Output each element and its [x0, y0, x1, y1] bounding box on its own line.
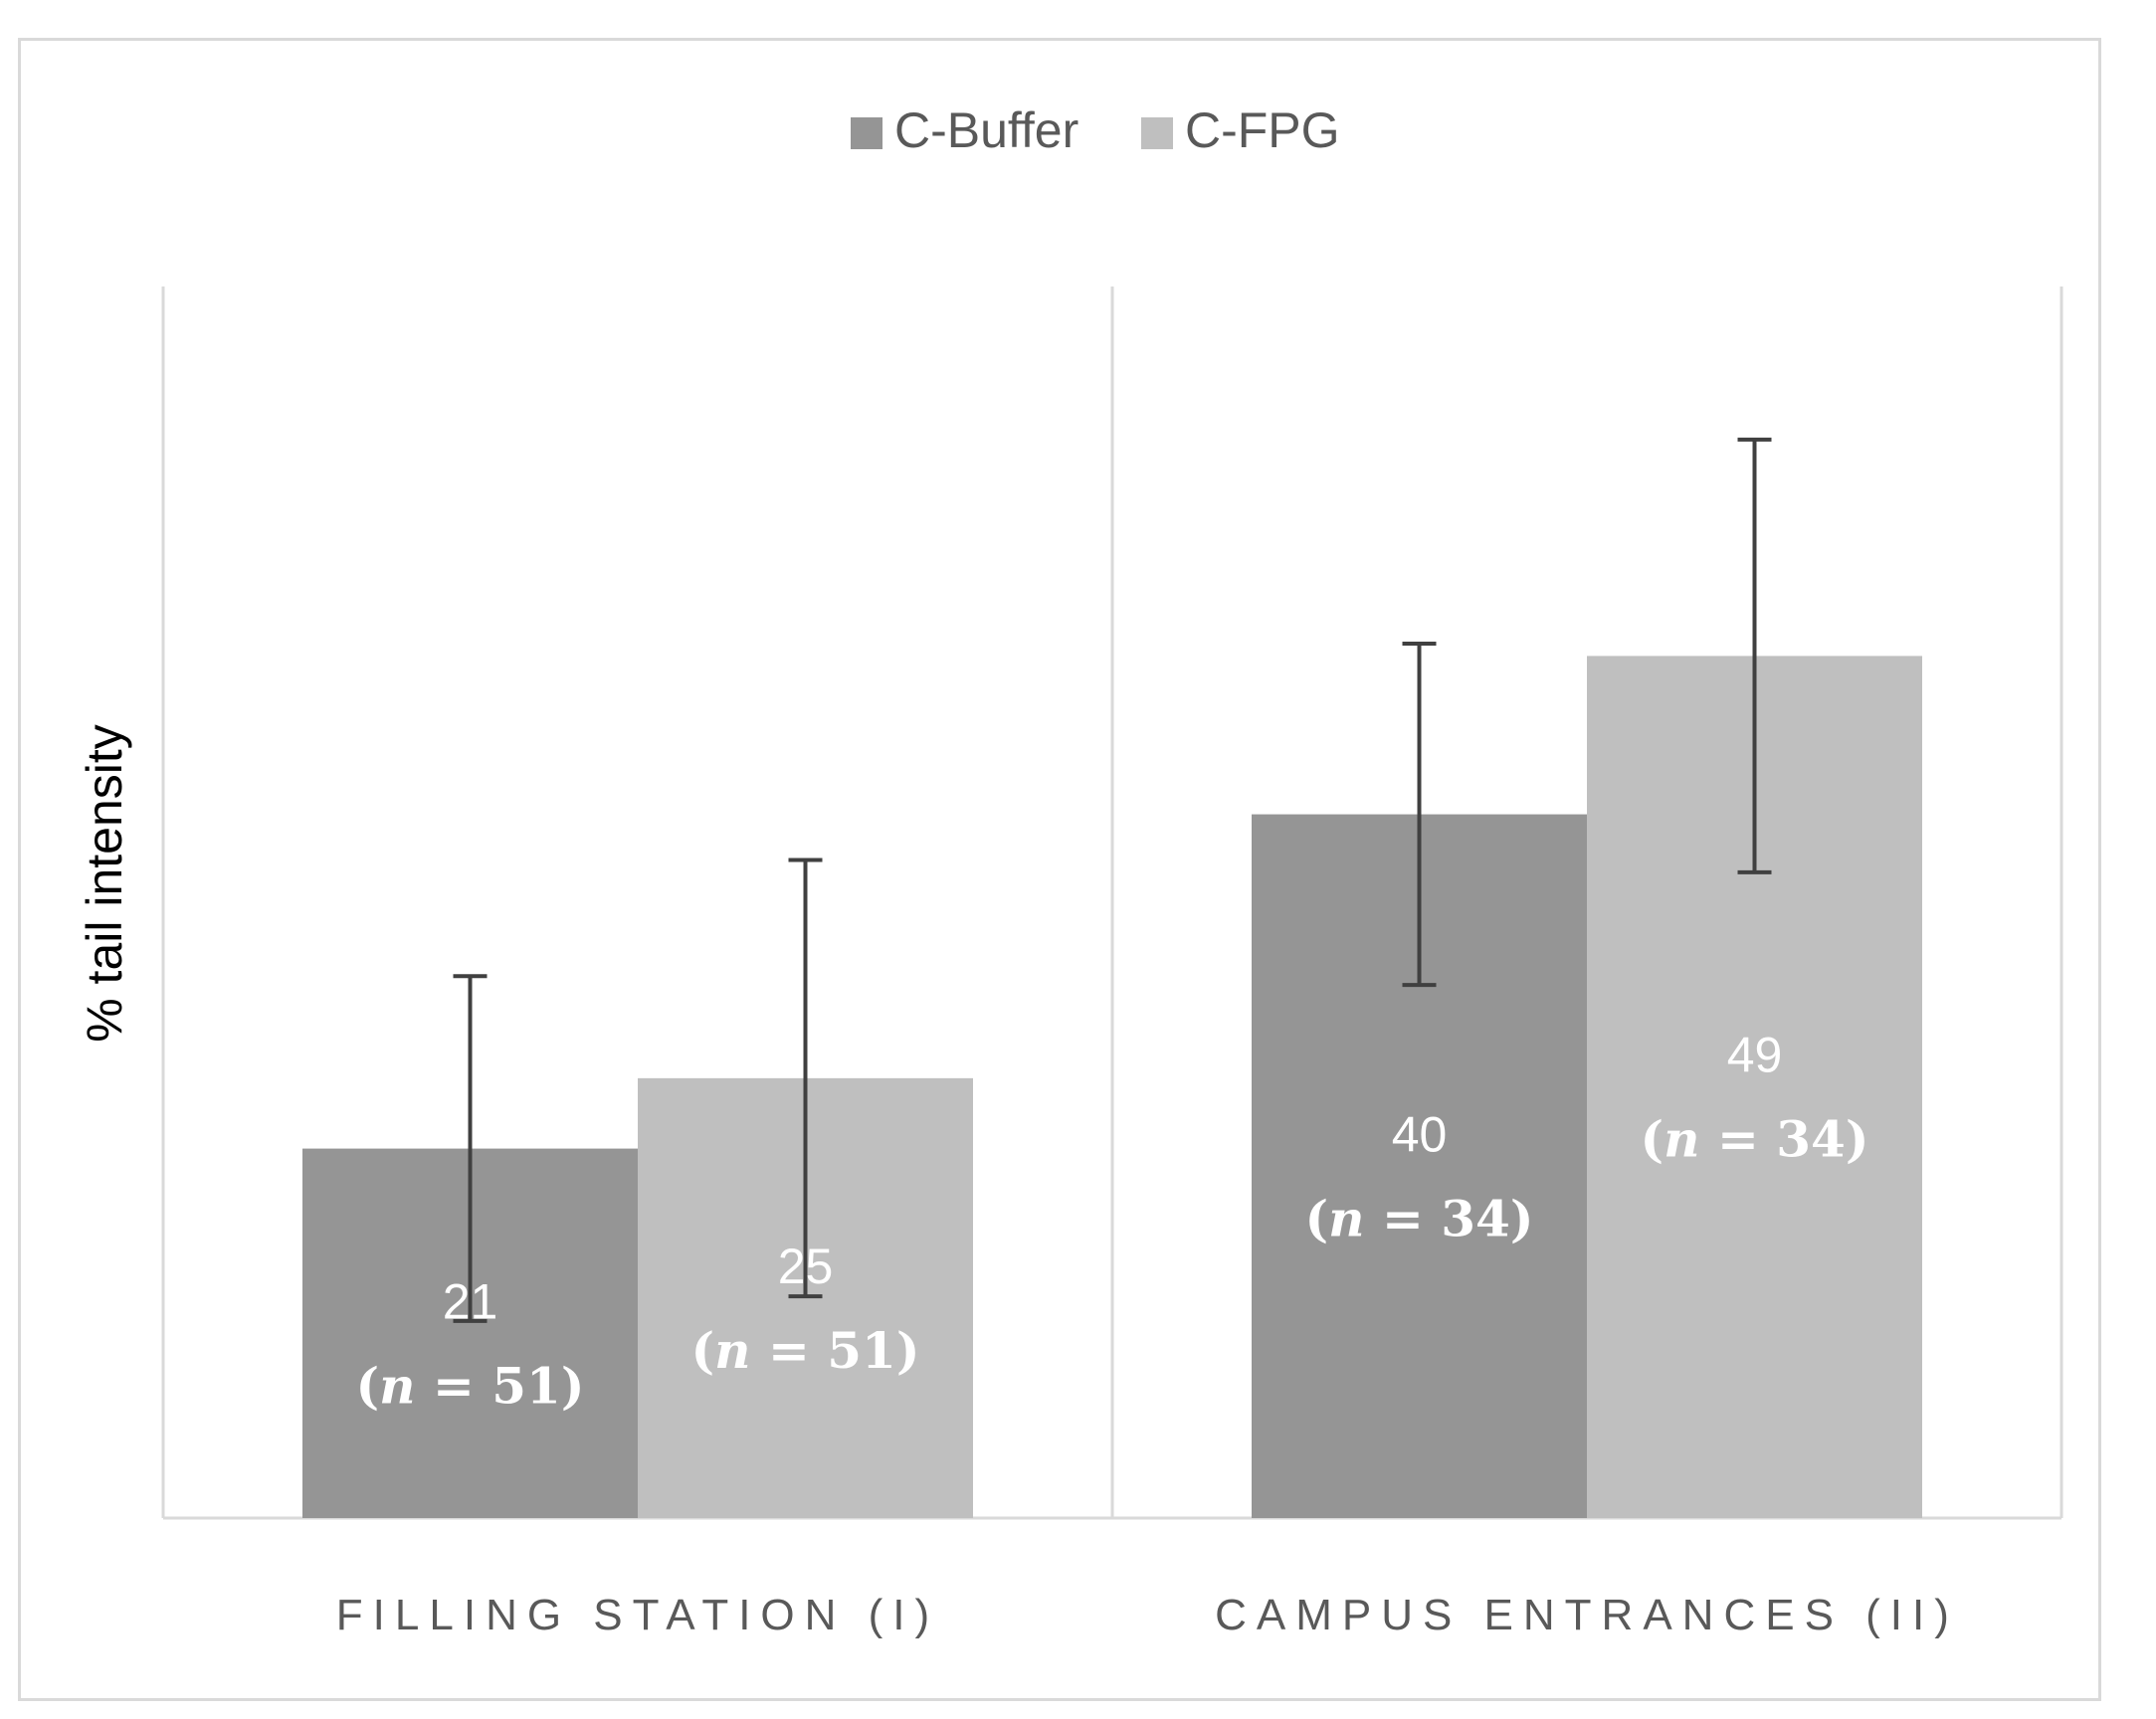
data-label-value: 49	[1727, 1028, 1783, 1083]
plot-area: 21 (n = 51) 25 (n = 51) FILLING STATION (I) 4…	[161, 286, 2063, 1639]
legend-label: C-FPG	[1185, 102, 1340, 158]
legend: C-Buffer C-FPG	[851, 102, 1340, 158]
x-tick-label: FILLING STATION (I)	[336, 1591, 939, 1639]
data-label-value: 21	[443, 1273, 498, 1329]
data-label-n: (n = 34)	[1305, 1189, 1534, 1247]
legend-swatch	[1141, 117, 1173, 149]
data-label-n: (n = 51)	[691, 1321, 920, 1380]
error-bar	[453, 974, 488, 1323]
data-label-value: 25	[778, 1239, 834, 1294]
x-tick-label: CAMPUS ENTRANCES (II)	[1215, 1591, 1959, 1639]
legend-item: C-FPG	[1141, 102, 1340, 158]
data-label-n: (n = 34)	[1641, 1110, 1869, 1169]
error-bar	[1402, 642, 1437, 988]
legend-label: C-Buffer	[894, 102, 1078, 158]
error-bar	[1737, 437, 1772, 874]
y-axis-title: % tail intensity	[77, 724, 132, 1043]
data-label-n: (n = 51)	[356, 1356, 585, 1415]
error-bar	[788, 858, 823, 1299]
legend-item: C-Buffer	[851, 102, 1078, 158]
data-label-value: 40	[1392, 1106, 1448, 1162]
legend-swatch	[851, 117, 882, 149]
